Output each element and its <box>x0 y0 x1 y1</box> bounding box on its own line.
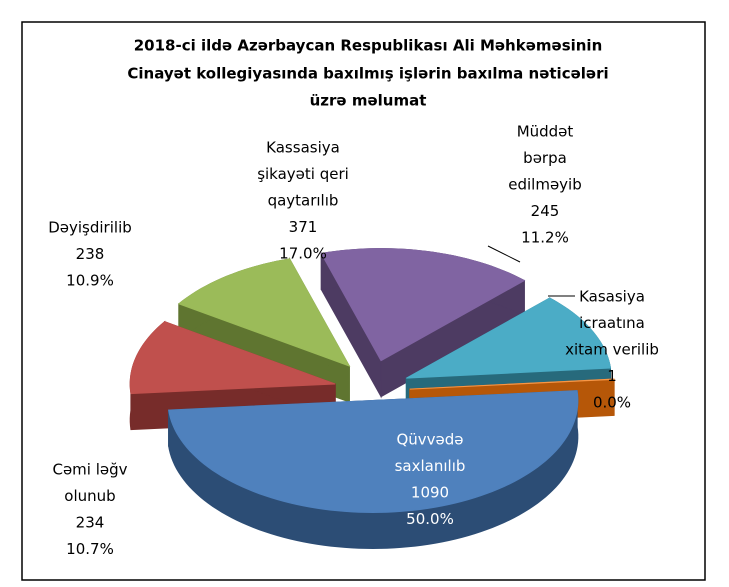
category-label: xitam verilib <box>565 341 659 359</box>
category-label: Kasasiya <box>579 288 645 306</box>
pie <box>129 248 615 549</box>
percent-label: 11.2% <box>521 229 569 247</box>
category-label: şikayəti qeri <box>257 165 349 183</box>
chart-title: 2018-ci ildə Azərbaycan Respublikası Ali… <box>134 37 603 55</box>
category-label: olunub <box>64 487 115 505</box>
category-label: qaytarılıb <box>268 192 339 210</box>
category-label: Qüvvədə <box>396 431 463 449</box>
value-label: 1 <box>607 367 617 385</box>
category-label: edilməyib <box>508 176 582 194</box>
value-label: 238 <box>76 245 105 263</box>
value-label: 371 <box>289 218 318 236</box>
leader-line <box>487 245 521 263</box>
slice <box>177 258 351 367</box>
percent-label: 17.0% <box>279 245 327 263</box>
percent-label: 10.7% <box>66 540 114 558</box>
slice <box>320 248 526 362</box>
percent-label: 50.0% <box>406 510 454 528</box>
slice <box>409 378 615 390</box>
slice <box>129 321 336 395</box>
value-label: 245 <box>531 202 560 220</box>
category-label: Dəyişdirilib <box>48 219 132 237</box>
category-label: saxlanılıb <box>395 457 466 475</box>
chart-title: Cinayət kollegiyasında baxılmış işlərin … <box>127 65 608 83</box>
category-label: icraatına <box>579 314 645 332</box>
percent-label: 0.0% <box>593 394 631 412</box>
labels: Qüvvədə saxlanılıb 1090 50.0% Cəmi ləğv olunu… <box>48 123 659 559</box>
category-label: bərpa <box>523 149 567 167</box>
category-label: Cəmi ləğv <box>52 461 127 479</box>
slice <box>406 297 612 379</box>
slice <box>168 390 579 513</box>
category-label: Kassasiya <box>266 139 340 157</box>
category-label: Müddət <box>517 123 574 141</box>
value-label: 234 <box>76 514 105 532</box>
percent-label: 10.9% <box>66 272 114 290</box>
chart-title: üzrə məlumat <box>310 92 427 110</box>
value-label: 1090 <box>411 484 449 502</box>
